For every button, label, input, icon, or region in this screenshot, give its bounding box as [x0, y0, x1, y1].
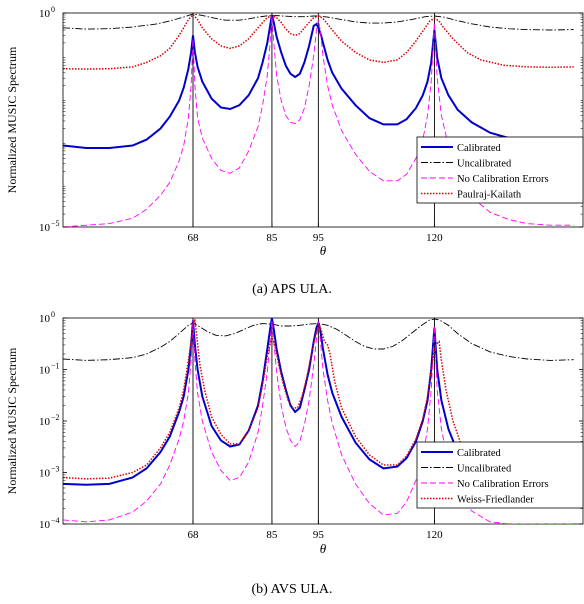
series-group: [63, 318, 574, 524]
x-axis-label: θ: [320, 243, 327, 258]
legend-label-no-calibration-errors: No Calibration Errors: [457, 479, 549, 490]
y-axis-label: Normalized MUSIC Spectrum: [5, 46, 19, 193]
y-tick-label: 10: [39, 519, 51, 531]
series-no-calibration-errors: [63, 320, 574, 524]
series-group: [63, 13, 574, 227]
y-tick-exponent: −3: [51, 465, 60, 474]
y-axis-label: Normalized MUSIC Spectrum: [5, 347, 19, 494]
legend-label-uncalibrated: Uncalibrated: [457, 464, 512, 475]
y-tick-exponent: 0: [51, 5, 55, 14]
legend: Calibrated Uncalibrated No Calibration Err…: [416, 136, 584, 204]
legend-label-calibrated: Calibrated: [457, 143, 501, 154]
figure-caption: (b) AVS ULA.: [251, 582, 332, 597]
legend-label-calibrated: Calibrated: [457, 448, 501, 459]
x-tick-label: 68: [188, 232, 200, 244]
y-tick-exponent: −4: [51, 516, 60, 525]
legend-label-weiss-friedlander: Weiss-Friedlander: [457, 495, 534, 506]
series-calibrated: [63, 318, 574, 487]
legend: Calibrated Uncalibrated No Calibration Err…: [416, 441, 584, 509]
legend-label-uncalibrated: Uncalibrated: [457, 159, 512, 170]
y-tick-label: 10: [39, 8, 51, 20]
y-tick-exponent: −5: [51, 219, 60, 228]
x-tick-label: 85: [266, 529, 278, 541]
y-tick-label: 10: [39, 416, 51, 428]
legend-label-no-calibration-errors: No Calibration Errors: [457, 174, 549, 185]
y-tick-label: 10: [39, 313, 51, 325]
x-tick-label: 120: [426, 232, 443, 244]
legend-label-paulraj-kailath: Paulraj-Kailath: [457, 190, 522, 201]
y-tick-exponent: −1: [51, 362, 60, 371]
x-tick-label: 95: [313, 529, 325, 541]
y-tick-label: 10: [39, 468, 51, 480]
y-tick-exponent: 0: [51, 310, 55, 319]
y-tick-exponent: −2: [51, 413, 60, 422]
series-uncalibrated: [63, 318, 574, 361]
y-tick-label: 10: [39, 365, 51, 377]
series-weiss-friedlander: [63, 318, 574, 483]
series-uncalibrated: [63, 13, 574, 31]
x-tick-label: 95: [313, 232, 325, 244]
x-axis-label: θ: [320, 541, 327, 556]
series-no-calibration-errors: [63, 15, 574, 227]
series-paulraj-kailath: [63, 13, 574, 70]
x-tick-label: 85: [266, 232, 278, 244]
x-tick-label: 68: [188, 529, 200, 541]
y-tick-label: 10: [39, 222, 51, 234]
x-tick-label: 120: [426, 529, 443, 541]
source-direction-lines: [192, 318, 435, 524]
figure-caption: (a) APS ULA.: [252, 282, 332, 297]
